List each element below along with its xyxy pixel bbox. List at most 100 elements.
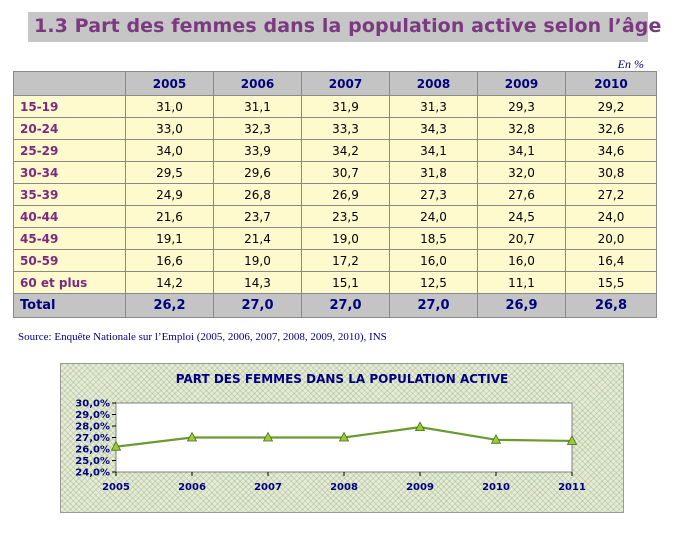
table-cell: 30,7 [301,161,390,184]
data-point-marker [414,421,426,432]
table-cell: 19,0 [213,249,302,272]
table-cell: 31,8 [389,161,478,184]
table-cell: 20,0 [565,227,657,250]
table-row: 60 et plus 14,2 14,3 15,1 12,5 11,1 15,5 [13,271,657,294]
x-tick-label: 2006 [178,482,206,493]
table-cell: 32,8 [477,117,566,140]
y-tick-label: 30,0% [75,399,110,410]
table-cell: 27,2 [565,183,657,206]
total-cell: 27,0 [301,293,390,318]
table-cell: 32,6 [565,117,657,140]
table-row: 35-39 24,9 26,8 26,9 27,3 27,6 27,2 [13,183,657,206]
data-point-marker [110,440,122,451]
section-title-bar: 1.3 Part des femmes dans la population a… [28,12,661,42]
table-header-row: 2005 2006 2007 2008 2009 2010 [13,71,657,96]
table-cell: 15,5 [565,271,657,294]
total-label: Total [13,293,126,318]
table-cell: 14,2 [125,271,214,294]
table-cell: 32,0 [477,161,566,184]
table-cell: 33,9 [213,139,302,162]
table-cell: 14,3 [213,271,302,294]
table-cell: 34,1 [477,139,566,162]
row-label: 40-44 [13,205,126,228]
table-row: 20-24 33,0 32,3 33,3 34,3 32,8 32,6 [13,117,657,140]
header-corner-cell [13,71,126,96]
table-cell: 30,8 [565,161,657,184]
table-cell: 27,6 [477,183,566,206]
table-cell: 31,9 [301,95,390,118]
table-cell: 20,7 [477,227,566,250]
y-tick-label: 28,0% [75,422,110,433]
table-cell: 24,0 [565,205,657,228]
total-cell: 27,0 [213,293,302,318]
table-cell: 26,8 [213,183,302,206]
row-label: 50-59 [13,249,126,272]
table-cell: 16,4 [565,249,657,272]
table-cell: 34,6 [565,139,657,162]
column-header: 2008 [389,71,478,96]
table-cell: 21,4 [213,227,302,250]
data-point-marker [186,431,198,442]
column-header: 2007 [301,71,390,96]
table-cell: 29,5 [125,161,214,184]
table-cell: 16,6 [125,249,214,272]
table-cell: 33,0 [125,117,214,140]
table-cell: 31,1 [213,95,302,118]
table-cell: 21,6 [125,205,214,228]
table-cell: 18,5 [389,227,478,250]
x-tick-label: 2009 [406,482,434,493]
row-label: 45-49 [13,227,126,250]
unit-label: En % [617,57,644,71]
table-cell: 12,5 [389,271,478,294]
table-cell: 24,9 [125,183,214,206]
table-cell: 29,2 [565,95,657,118]
column-header: 2005 [125,71,214,96]
total-cell: 26,9 [477,293,566,318]
table-row: 30-34 29,5 29,6 30,7 31,8 32,0 30,8 [13,161,657,184]
total-row: Total 26,2 27,0 27,0 27,0 26,9 26,8 [13,293,657,318]
total-cell: 27,0 [389,293,478,318]
row-label: 25-29 [13,139,126,162]
row-label: 60 et plus [13,271,126,294]
y-tick-label: 26,0% [75,445,110,456]
row-label: 20-24 [13,117,126,140]
data-point-marker [566,435,578,445]
x-tick-label: 2007 [254,482,282,493]
table-cell: 29,6 [213,161,302,184]
table-cell: 33,3 [301,117,390,140]
source-note: Source: Enquête Nationale sur l’Emploi (… [18,331,387,343]
y-tick-label: 25,0% [75,456,110,467]
column-header: 2009 [477,71,566,96]
table-row: 40-44 21,6 23,7 23,5 24,0 24,5 24,0 [13,205,657,228]
table-cell: 34,2 [301,139,390,162]
x-tick-label: 2010 [482,482,510,493]
line-chart: 24,0%25,0%26,0%27,0%28,0%29,0%30,0% 2005 2… [75,399,586,494]
table-cell: 31,0 [125,95,214,118]
table-cell: 15,1 [301,271,390,294]
section-title: 1.3 Part des femmes dans la population a… [34,15,662,37]
table-row: 45-49 19,1 21,4 19,0 18,5 20,7 20,0 [13,227,657,250]
total-cell: 26,2 [125,293,214,318]
data-point-marker [338,431,350,442]
y-tick-label: 27,0% [75,433,110,444]
column-header: 2006 [213,71,302,96]
table-row: 25-29 34,0 33,9 34,2 34,1 34,1 34,6 [13,139,657,162]
table-cell: 34,3 [389,117,478,140]
row-label: 35-39 [13,183,126,206]
row-label: 15-19 [13,95,126,118]
table-cell: 17,2 [301,249,390,272]
table-cell: 29,3 [477,95,566,118]
table-cell: 23,7 [213,205,302,228]
data-point-marker [490,433,502,444]
x-tick-label: 2011 [558,482,586,493]
chart-frame: PART DES FEMMES DANS LA POPULATION ACTIV… [60,363,624,513]
table-cell: 32,3 [213,117,302,140]
table-row: 50-59 16,6 19,0 17,2 16,0 16,0 16,4 [13,249,657,272]
table-cell: 24,0 [389,205,478,228]
table-cell: 31,3 [389,95,478,118]
table-row: 15-19 31,0 31,1 31,9 31,3 29,3 29,2 [13,95,657,118]
row-label: 30-34 [13,161,126,184]
data-point-marker [262,431,274,442]
table-cell: 34,0 [125,139,214,162]
table-cell: 16,0 [389,249,478,272]
